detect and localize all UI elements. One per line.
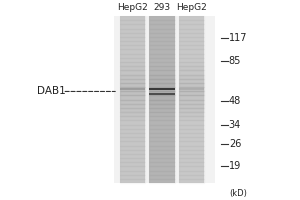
Bar <box>149 88 175 90</box>
Bar <box>149 93 175 95</box>
Text: 48: 48 <box>229 96 241 106</box>
Text: 26: 26 <box>229 139 241 149</box>
Text: 293: 293 <box>153 3 170 12</box>
Text: HepG2: HepG2 <box>176 3 207 12</box>
Text: DAB1: DAB1 <box>37 86 66 96</box>
Bar <box>179 16 204 183</box>
Bar <box>179 88 204 90</box>
Text: 34: 34 <box>229 120 241 130</box>
Text: 85: 85 <box>229 56 241 66</box>
Bar <box>119 16 145 183</box>
Text: (kD): (kD) <box>229 189 247 198</box>
Bar <box>119 88 145 90</box>
Text: 117: 117 <box>229 33 247 43</box>
Bar <box>114 16 215 183</box>
Text: HepG2: HepG2 <box>117 3 148 12</box>
Bar <box>149 16 175 183</box>
Text: 19: 19 <box>229 161 241 171</box>
